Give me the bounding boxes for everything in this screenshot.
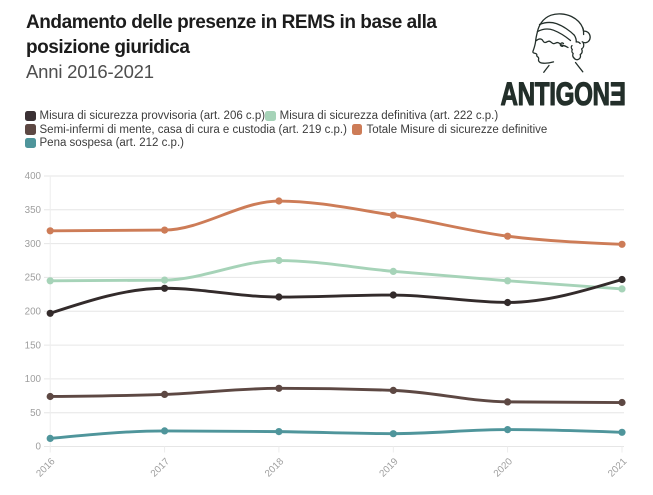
svg-text:50: 50 <box>30 408 41 419</box>
svg-text:100: 100 <box>25 374 42 385</box>
svg-text:300: 300 <box>25 239 42 250</box>
svg-text:2016: 2016 <box>34 456 58 480</box>
svg-text:200: 200 <box>25 306 42 317</box>
svg-text:400: 400 <box>25 171 42 182</box>
svg-text:2019: 2019 <box>377 456 400 479</box>
svg-text:0: 0 <box>36 442 42 453</box>
svg-text:2020: 2020 <box>492 456 516 480</box>
svg-text:250: 250 <box>25 273 42 284</box>
svg-text:ANTIGONƎ: ANTIGONƎ <box>501 76 626 110</box>
svg-text:2017: 2017 <box>149 456 172 479</box>
svg-text:150: 150 <box>25 340 42 351</box>
svg-text:2018: 2018 <box>263 456 287 480</box>
svg-text:2021: 2021 <box>606 456 629 479</box>
svg-text:350: 350 <box>25 205 42 216</box>
